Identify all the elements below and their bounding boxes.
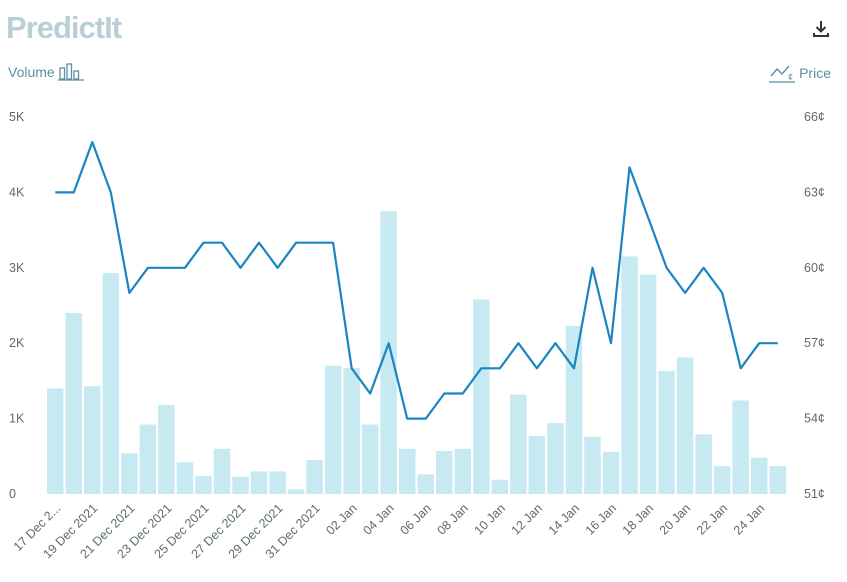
x-axis-tick: 18 Jan: [620, 501, 656, 537]
right-axis-tick: 57¢: [804, 336, 825, 350]
volume-bar[interactable]: [528, 435, 546, 494]
volume-bar[interactable]: [361, 424, 379, 494]
x-axis-tick: 22 Jan: [694, 501, 730, 537]
volume-bar[interactable]: [695, 434, 712, 494]
volume-bar[interactable]: [380, 211, 397, 495]
left-axis-tick: 4K: [9, 185, 25, 199]
volume-bar[interactable]: [121, 453, 138, 494]
right-axis: 51¢ 54¢ 57¢ 60¢ 63¢ 66¢: [804, 110, 825, 501]
x-axis-tick: 20 Jan: [657, 501, 693, 537]
x-axis-tick: 08 Jan: [434, 501, 470, 537]
x-axis-tick: 06 Jan: [397, 501, 433, 537]
price-line: [55, 141, 778, 420]
volume-bar[interactable]: [732, 400, 749, 495]
left-axis-tick: 1K: [9, 412, 25, 426]
volume-bar[interactable]: [287, 489, 305, 495]
volume-bar[interactable]: [213, 448, 231, 494]
volume-bar[interactable]: [47, 388, 64, 494]
volume-bar[interactable]: [584, 436, 601, 494]
volume-bar[interactable]: [139, 424, 157, 494]
volume-bar[interactable]: [769, 466, 787, 494]
volume-bar[interactable]: [676, 357, 694, 495]
volume-bar[interactable]: [158, 405, 175, 494]
right-axis-tick: 51¢: [804, 487, 825, 501]
predictit-logo: PredictIt: [6, 10, 122, 45]
volume-bar[interactable]: [565, 325, 583, 494]
price-series-line[interactable]: [55, 141, 778, 420]
volume-bar[interactable]: [343, 368, 360, 494]
line-chart-cents-icon: ¢: [769, 65, 796, 83]
volume-bar[interactable]: [250, 471, 268, 494]
volume-bar[interactable]: [473, 299, 490, 495]
volume-bar[interactable]: [436, 451, 453, 494]
volume-bar[interactable]: [658, 371, 675, 494]
left-axis-tick: 5K: [9, 110, 25, 124]
legend-price[interactable]: ¢ Price: [769, 63, 831, 83]
volume-bar[interactable]: [417, 474, 435, 494]
left-axis-tick: 2K: [9, 336, 25, 350]
bar-chart-icon: [57, 63, 84, 81]
volume-bar[interactable]: [195, 475, 212, 494]
right-axis-tick: 60¢: [804, 261, 825, 275]
volume-bars: [47, 211, 787, 495]
volume-bar[interactable]: [306, 460, 323, 494]
x-axis-tick: 24 Jan: [731, 501, 767, 537]
legend-price-label: Price: [799, 65, 831, 81]
volume-bar[interactable]: [399, 448, 416, 494]
x-axis-tick: 02 Jan: [323, 501, 359, 537]
volume-bar[interactable]: [639, 274, 657, 494]
x-axis-tick: 04 Jan: [360, 501, 396, 537]
volume-bar[interactable]: [454, 448, 472, 494]
right-axis-tick: 66¢: [804, 110, 825, 124]
volume-bar[interactable]: [750, 457, 768, 494]
left-axis-tick: 0: [9, 487, 16, 501]
volume-bar[interactable]: [491, 479, 509, 494]
volume-bar[interactable]: [713, 466, 731, 494]
right-axis-tick: 63¢: [804, 185, 825, 199]
svg-text:¢: ¢: [788, 72, 793, 82]
left-axis-tick: 3K: [9, 261, 25, 275]
right-axis-tick: 54¢: [804, 412, 825, 426]
legend-volume[interactable]: Volume: [8, 63, 84, 81]
download-icon[interactable]: [810, 18, 832, 40]
volume-bar[interactable]: [65, 313, 83, 494]
x-axis-tick: 14 Jan: [546, 501, 582, 537]
x-axis-tick: 16 Jan: [583, 501, 619, 537]
volume-bar[interactable]: [84, 386, 101, 494]
legend-volume-label: Volume: [8, 64, 55, 80]
volume-bar[interactable]: [602, 451, 620, 494]
left-axis: 0 1K 2K 3K 4K 5K: [9, 110, 25, 501]
volume-bar[interactable]: [621, 256, 638, 495]
volume-bar[interactable]: [547, 423, 564, 494]
volume-bar[interactable]: [269, 471, 286, 494]
volume-bar[interactable]: [176, 462, 194, 494]
volume-bar[interactable]: [232, 476, 249, 494]
volume-bar[interactable]: [510, 394, 527, 495]
volume-bar[interactable]: [102, 273, 120, 494]
x-axis-tick: 12 Jan: [509, 501, 545, 537]
volume-bar[interactable]: [324, 365, 342, 494]
x-axis-tick: 10 Jan: [472, 501, 508, 537]
